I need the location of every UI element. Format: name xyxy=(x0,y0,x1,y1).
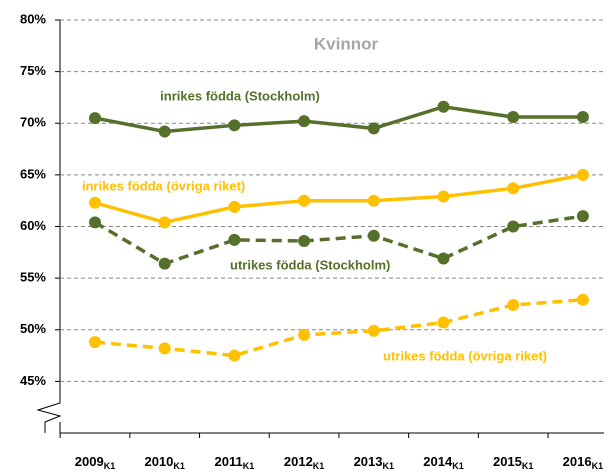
line xyxy=(94,214,584,266)
marker xyxy=(576,293,589,306)
marker xyxy=(298,234,311,247)
marker xyxy=(228,200,241,213)
y-tick-label: 75% xyxy=(20,63,46,78)
y-tick-label: 45% xyxy=(20,373,46,388)
marker xyxy=(507,298,520,311)
x-tick-label: 2016K1 xyxy=(563,454,603,471)
y-tick-label: 55% xyxy=(20,270,46,285)
marker xyxy=(298,328,311,341)
marker xyxy=(89,216,101,229)
y-tick-label: 80% xyxy=(20,11,46,26)
x-tick-label: 2012K1 xyxy=(284,454,324,471)
marker xyxy=(367,229,380,242)
series-label: inrikes födda (övriga riket) xyxy=(82,178,245,193)
marker xyxy=(89,196,101,209)
y-tick-label: 50% xyxy=(20,321,46,336)
marker xyxy=(576,168,589,181)
marker xyxy=(89,112,101,125)
marker xyxy=(367,324,380,337)
marker xyxy=(367,194,380,207)
marker xyxy=(437,316,450,329)
line xyxy=(94,298,584,358)
line xyxy=(94,104,583,134)
marker xyxy=(507,220,520,233)
marker xyxy=(228,233,241,246)
marker xyxy=(158,257,171,270)
line xyxy=(94,173,584,225)
x-tick-label: 2011K1 xyxy=(215,454,255,471)
series-label: utrikes födda (övriga riket) xyxy=(383,348,547,363)
x-tick-label: 2014K1 xyxy=(423,454,463,471)
x-tick-label: 2015K1 xyxy=(493,454,533,471)
marker xyxy=(437,190,450,203)
marker xyxy=(576,111,589,124)
y-tick-label: 65% xyxy=(20,166,46,181)
marker xyxy=(298,115,311,128)
y-tick-label: 70% xyxy=(20,115,46,130)
marker xyxy=(507,182,520,195)
marker xyxy=(89,336,101,349)
marker xyxy=(228,349,241,362)
marker xyxy=(367,122,380,135)
series-label: utrikes födda (Stockholm) xyxy=(230,257,390,272)
x-tick-label: 2010K1 xyxy=(144,454,184,471)
y-tick-label: 60% xyxy=(20,218,46,233)
marker xyxy=(158,216,171,229)
series-label: inrikes födda (Stockholm) xyxy=(160,88,320,103)
chart-annotation: Kvinnor xyxy=(314,34,379,53)
x-tick-label: 2013K1 xyxy=(354,454,394,471)
marker xyxy=(576,210,589,223)
x-tick-label: 2009K1 xyxy=(75,454,115,471)
marker xyxy=(158,342,171,355)
marker xyxy=(507,111,520,124)
marker xyxy=(228,119,241,132)
marker xyxy=(158,125,171,138)
marker xyxy=(437,100,450,113)
marker xyxy=(298,194,311,207)
marker xyxy=(437,252,450,265)
